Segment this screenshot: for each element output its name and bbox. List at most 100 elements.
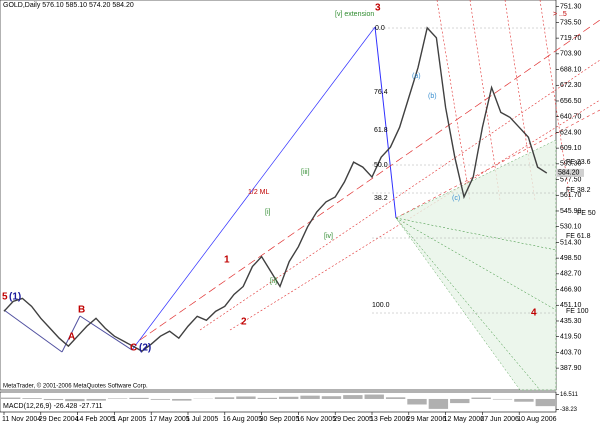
macd-bar (407, 398, 427, 405)
annotation: FE 100 (566, 308, 589, 315)
annotation: 100.0 (372, 302, 390, 309)
annotation: B (78, 305, 85, 316)
annotation: (1) (9, 292, 21, 303)
last-price-box (556, 168, 584, 177)
analysis-lines (3, 0, 600, 391)
macd-bar (107, 398, 128, 399)
y-tick-label: 403.70 (560, 349, 582, 356)
y-tick-label: 640.70 (560, 114, 582, 121)
x-tick-label: 16 Nov 2005 (296, 416, 336, 423)
y-tick-label: 498.50 (560, 255, 582, 262)
x-tick-label: 1 Apr 2005 (112, 416, 146, 423)
macd-bar (343, 395, 363, 399)
macd-bar (321, 396, 342, 399)
y-tick-label: 545.90 (560, 208, 582, 215)
annotation: 1 (224, 255, 230, 266)
macd-frame (0, 391, 557, 413)
macd-bar (514, 398, 534, 402)
x-tick-label: 30 Sep 2005 (260, 416, 300, 423)
macd-bar (257, 397, 277, 399)
annotation: [i] (265, 209, 271, 216)
y-tick-label: 735.50 (560, 19, 582, 26)
annotation: 3 (375, 3, 381, 14)
x-tick-label: 12 May 2006 (444, 416, 485, 423)
macd-bar (22, 398, 42, 399)
x-tick-label: 11 Nov 2004 (2, 416, 41, 423)
x-tick-label: 13 Feb 2006 (370, 416, 409, 423)
annotation: [v] extension (335, 11, 374, 18)
annotation: 38.2 (374, 195, 388, 202)
chart-title: GOLD,Daily 576.10 585.10 574.20 584.20 (3, 2, 134, 9)
annotation: FE 61.8 (566, 233, 591, 240)
x-tick-label: 16 Aug 2005 (223, 416, 262, 423)
annotation: 1/2 ML (248, 189, 270, 196)
macd-bar (364, 394, 384, 399)
macd-bar (471, 397, 491, 399)
annotation: FE 38.2 (566, 187, 591, 194)
x-tick-label: 29 Mar 2006 (407, 416, 446, 423)
y-tick-label: 656.50 (560, 98, 582, 105)
macd-bar (492, 398, 513, 400)
y-tick-label: 751.30 (560, 4, 582, 11)
macd-bar (236, 396, 256, 399)
macd-bar (43, 398, 64, 401)
macd-bar (129, 397, 149, 399)
macd-bar (172, 398, 192, 401)
macd-bar (65, 398, 85, 402)
last-price-label: 584.20 (558, 170, 580, 177)
macd-bar (300, 395, 320, 399)
macd-bar (428, 398, 449, 409)
y-tick-label: 530.10 (560, 224, 582, 231)
y-tick-label: 419.50 (560, 334, 582, 341)
y-tick-label: 593.30 (560, 161, 582, 168)
annotation: (a) (412, 73, 421, 80)
x-tick-label: 27 Jun 2006 (480, 416, 519, 423)
y-tick-label: 561.70 (560, 192, 582, 199)
x-tick-label: 17 May 2005 (149, 416, 190, 423)
x-tick-label: 29 Dec 2005 (333, 416, 373, 423)
y-tick-label: 387.90 (560, 365, 582, 372)
macd-bar (150, 398, 171, 400)
y-tick-label: 435.30 (560, 318, 582, 325)
annotation: [iii] (301, 169, 310, 176)
annotation: 4 (531, 308, 537, 319)
macd-bar (535, 398, 555, 407)
annotation: (c) (452, 195, 460, 202)
macd-title: MACD(12,26,9) -26.428 -27.711 (3, 403, 103, 410)
y-tick-label: 719.70 (560, 35, 582, 42)
annotation: A (68, 332, 75, 343)
macd-bar (385, 397, 406, 399)
annotation: FE 23.6 (566, 159, 591, 166)
x-tick-label: 29 Dec 2004 (39, 416, 79, 423)
macd-bar (86, 398, 106, 401)
annotation: (b) (428, 93, 437, 100)
annotation: FE 50 (577, 210, 596, 217)
footer: MetaTrader, © 2001-2006 MetaQuotes Softw… (3, 383, 148, 390)
macd-bar (450, 398, 470, 404)
y-tick-label: 451.10 (560, 302, 582, 309)
x-tick-label: 10 Aug 2006 (517, 416, 556, 423)
annotation: [iv] (324, 233, 333, 240)
annotation: 61.8 (374, 127, 388, 134)
annotation: (2) (139, 343, 151, 354)
y-tick-label: 609.10 (560, 145, 582, 152)
x-tick-label: 1 Jul 2005 (186, 416, 218, 423)
annotation: [ii] (270, 278, 277, 285)
macd-tick-label: 16.511 (560, 392, 579, 398)
annotation: > ..5 (553, 11, 567, 18)
y-tick-label: 624.90 (560, 129, 582, 136)
y-tick-label: 466.90 (560, 286, 582, 293)
price-line (3, 26, 548, 352)
annotation: 76.4 (374, 89, 388, 96)
annotation: 5 (2, 292, 8, 303)
macd-bar (214, 397, 235, 399)
x-tick-label: 14 Feb 2005 (76, 416, 115, 423)
annotation: C (130, 343, 137, 354)
y-tick-label: 688.10 (560, 66, 582, 73)
macd-bar (1, 397, 21, 399)
annotation: 50.0 (374, 162, 388, 169)
macd-tick-label: -38.23 (560, 407, 578, 413)
annotation: 2 (241, 317, 247, 328)
y-tick-label: 672.30 (560, 82, 582, 89)
